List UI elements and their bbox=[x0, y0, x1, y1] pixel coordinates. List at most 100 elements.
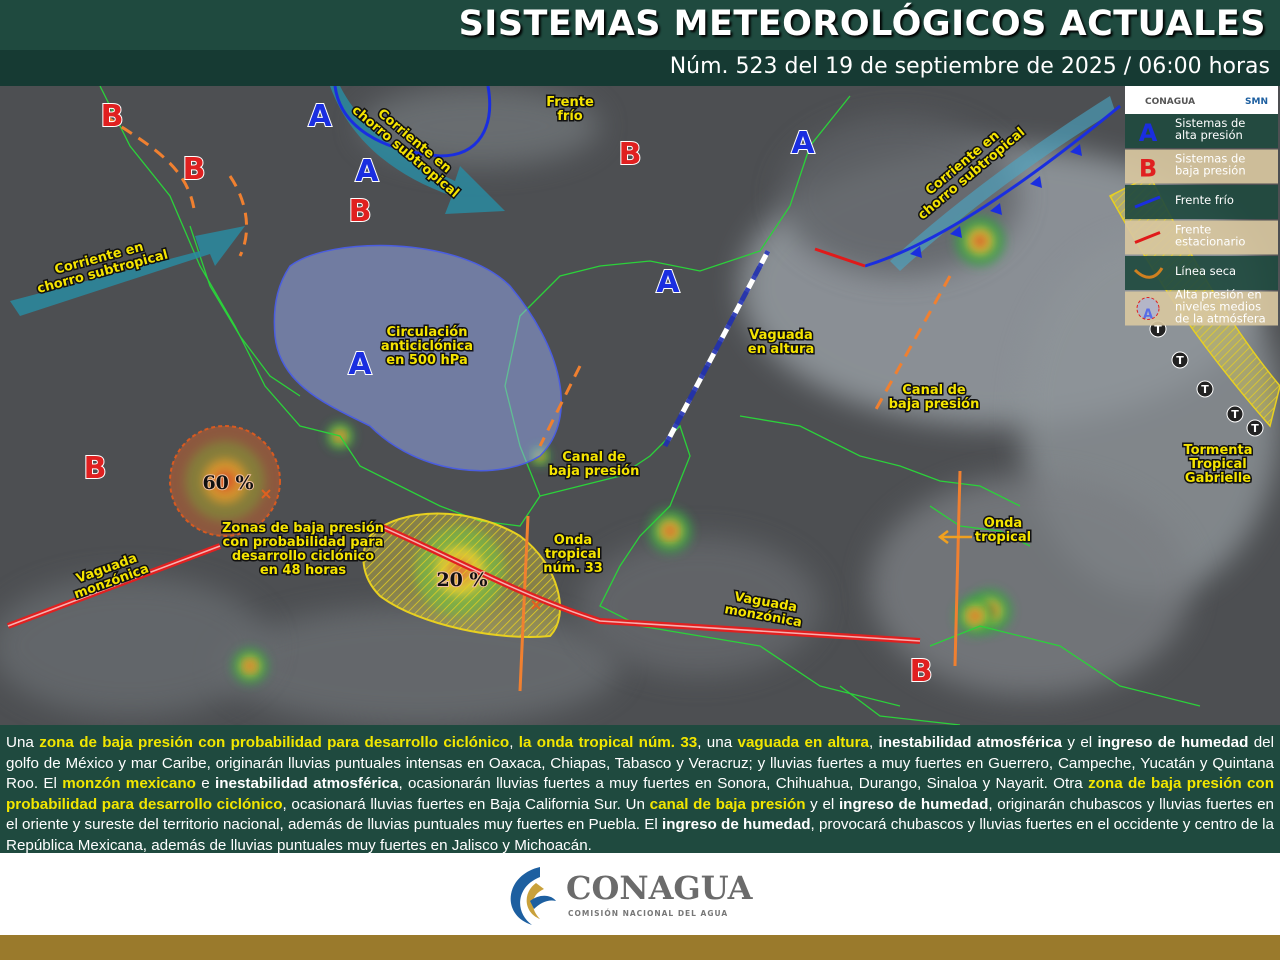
front-triangle bbox=[1030, 176, 1042, 188]
dry-line bbox=[104, 114, 197, 217]
legend-row bbox=[1125, 114, 1278, 148]
map-label: Onda tropical núm. 33 bbox=[543, 533, 603, 576]
legend-text: Alta presión en niveles medios de la atmós… bbox=[1175, 288, 1266, 326]
storm-track-point bbox=[1196, 380, 1214, 398]
front-triangle bbox=[910, 246, 922, 258]
legend-text: Frente estacionario bbox=[1175, 223, 1245, 249]
storm-track-label: T bbox=[1251, 422, 1259, 435]
summary-segment: Una bbox=[6, 734, 40, 751]
legend-text: Sistemas de baja presión bbox=[1175, 152, 1246, 178]
low-zone-60 bbox=[169, 425, 281, 537]
storm-track-point bbox=[1226, 405, 1244, 423]
summary-segment: y el bbox=[1062, 734, 1098, 751]
summary-segment: la onda tropical núm. 33 bbox=[518, 734, 698, 751]
legend-logo-box bbox=[1125, 86, 1278, 114]
footer: CONAGUA COMISIÓN NACIONAL DEL AGUA bbox=[0, 853, 1280, 935]
logo-swoosh bbox=[526, 883, 544, 919]
front-triangle bbox=[990, 203, 1002, 215]
map-label: Onda tropical bbox=[975, 516, 1031, 545]
low-zone-20 bbox=[362, 512, 561, 638]
weather-map: Corriente enchorro subtropicalCorriente … bbox=[0, 86, 1280, 725]
coastline bbox=[99, 86, 851, 527]
monsoon-trough bbox=[7, 545, 221, 627]
pressure-marker: B bbox=[84, 451, 107, 486]
cloud-cover bbox=[360, 86, 600, 166]
center-cross bbox=[261, 489, 271, 499]
summary-segment: monzón mexicano bbox=[62, 775, 196, 793]
legend-row bbox=[1125, 256, 1278, 290]
upper-trough bbox=[662, 249, 771, 448]
map-label: Frente frío bbox=[546, 95, 594, 124]
pressure-marker: A bbox=[348, 347, 372, 382]
tropical-wave bbox=[518, 515, 530, 692]
storm-track-label: T bbox=[1201, 383, 1209, 396]
monsoon-trough bbox=[379, 525, 921, 642]
summary-segment: ingreso de humedad bbox=[1097, 734, 1249, 751]
legend-icon bbox=[1136, 297, 1160, 320]
legend-icon bbox=[1134, 231, 1161, 244]
dry-line bbox=[228, 175, 249, 257]
summary-text: Una zona de baja presión con probabilida… bbox=[0, 725, 1280, 854]
coastline bbox=[839, 685, 961, 725]
storm-track-label: T bbox=[1154, 323, 1162, 336]
pressure-marker: A bbox=[656, 265, 680, 300]
stationary-front bbox=[814, 247, 866, 268]
convection bbox=[664, 525, 676, 537]
cold-front bbox=[333, 86, 492, 158]
pressure-marker: B bbox=[910, 654, 933, 689]
low-channel bbox=[873, 275, 952, 412]
jet-stream bbox=[890, 96, 1115, 271]
footer-band bbox=[0, 935, 1280, 960]
coastline bbox=[929, 505, 1031, 547]
legend-logo: CONAGUA bbox=[1145, 97, 1195, 107]
convection bbox=[973, 234, 987, 248]
summary-segment: , ocasionarán lluvias fuertes a muy fuer… bbox=[398, 775, 1089, 793]
center-cross bbox=[531, 600, 541, 610]
convection bbox=[970, 611, 980, 621]
summary-segment: vaguada en altura bbox=[737, 734, 869, 751]
coastline bbox=[189, 225, 301, 397]
summary-segment: zona de baja presión con probabilidad pa… bbox=[6, 775, 1274, 813]
cloud-cover bbox=[0, 576, 270, 716]
summary-segment: , ocasionará lluvias fuertes en Baja Cal… bbox=[282, 795, 650, 813]
pressure-marker: B bbox=[101, 99, 124, 134]
storm-track-point bbox=[1246, 419, 1264, 437]
summary-segment: , una bbox=[697, 734, 738, 751]
logo-text: CONAGUA bbox=[566, 869, 754, 907]
coastline bbox=[539, 424, 901, 707]
jet-stream bbox=[10, 226, 245, 316]
storm-track-label: T bbox=[1176, 354, 1184, 367]
header-bar: SISTEMAS METEOROLÓGICOS ACTUALES bbox=[0, 0, 1280, 50]
summary-segment: zona de baja presión con probabilidad pa… bbox=[39, 734, 510, 751]
pressure-marker: A bbox=[355, 154, 379, 189]
summary-segment: , originarán chubascos y lluvias fuertes… bbox=[6, 795, 1274, 834]
summary-segment: , bbox=[509, 734, 519, 751]
logo-bird bbox=[530, 895, 556, 909]
convection bbox=[245, 661, 255, 671]
cloud-cover bbox=[870, 476, 1190, 696]
summary-segment: ingreso de humedad bbox=[838, 795, 989, 813]
map-label: Zonas de baja presión con probabilidad pa… bbox=[222, 521, 384, 578]
legend-symbol: A bbox=[1139, 119, 1158, 147]
page-title: SISTEMAS METEOROLÓGICOS ACTUALES bbox=[458, 4, 1266, 44]
summary-segment: inestabilidad atmosférica bbox=[215, 775, 399, 793]
pressure-marker: B bbox=[349, 194, 372, 229]
summary-segment: e bbox=[195, 775, 215, 793]
map-label: Canal de baja presión bbox=[549, 450, 640, 479]
storm-track-point bbox=[1171, 351, 1189, 369]
legend-icon bbox=[1134, 195, 1161, 209]
front-triangle bbox=[1070, 144, 1082, 156]
summary-segment: inestabilidad atmosférica bbox=[878, 734, 1063, 751]
legend-icon bbox=[1133, 267, 1164, 279]
storm-track-label: T bbox=[1231, 408, 1239, 421]
anticyclone-area bbox=[273, 244, 562, 472]
summary-segment: del golfo de México y mar Caribe, origin… bbox=[6, 734, 1274, 793]
front-triangle bbox=[950, 226, 962, 238]
wave-arrow bbox=[937, 530, 972, 544]
legend: CONAGUA SMN A Sistemas de alta presión B Siste… bbox=[1125, 86, 1278, 326]
legend-symbol: B bbox=[1139, 155, 1157, 183]
pressure-marker: B bbox=[619, 137, 642, 172]
coastline bbox=[929, 625, 1201, 707]
legend-text: Línea seca bbox=[1175, 264, 1236, 278]
jet-stream bbox=[330, 86, 505, 214]
